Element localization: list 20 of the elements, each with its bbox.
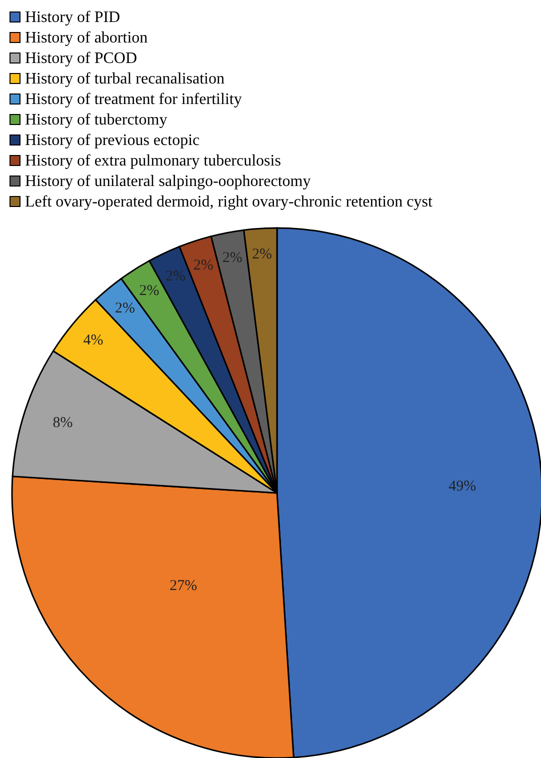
legend-label: History of extra pulmonary tuberculosis [25,152,281,170]
legend-label: History of PCOD [25,50,138,67]
data-label: 2% [252,246,272,262]
data-label: 49% [448,478,476,495]
data-label: 4% [83,332,104,348]
data-label: 2% [165,268,186,285]
legend-label: History of turbal recanalisation [25,70,224,88]
data-label: 2% [139,283,160,300]
legend-label: History of abortion [25,30,148,46]
data-label: 2% [114,300,135,317]
data-label: 27% [170,578,198,594]
legend-label: History of previous ectopic [25,132,200,149]
data-label: 8% [52,414,73,431]
legend-label: History of treatment for infertility [25,91,242,108]
legend-label: History of unilateral salpingo-oophorectomy [25,173,311,190]
legend-label: History of PID [25,9,120,26]
legend-label: History of tuberctomy [25,112,168,128]
legend-label: Left ovary-operated dermoid, right ovary-chronic retention cyst [25,194,433,210]
data-label: 2% [222,250,242,266]
data-label: 2% [193,258,214,274]
